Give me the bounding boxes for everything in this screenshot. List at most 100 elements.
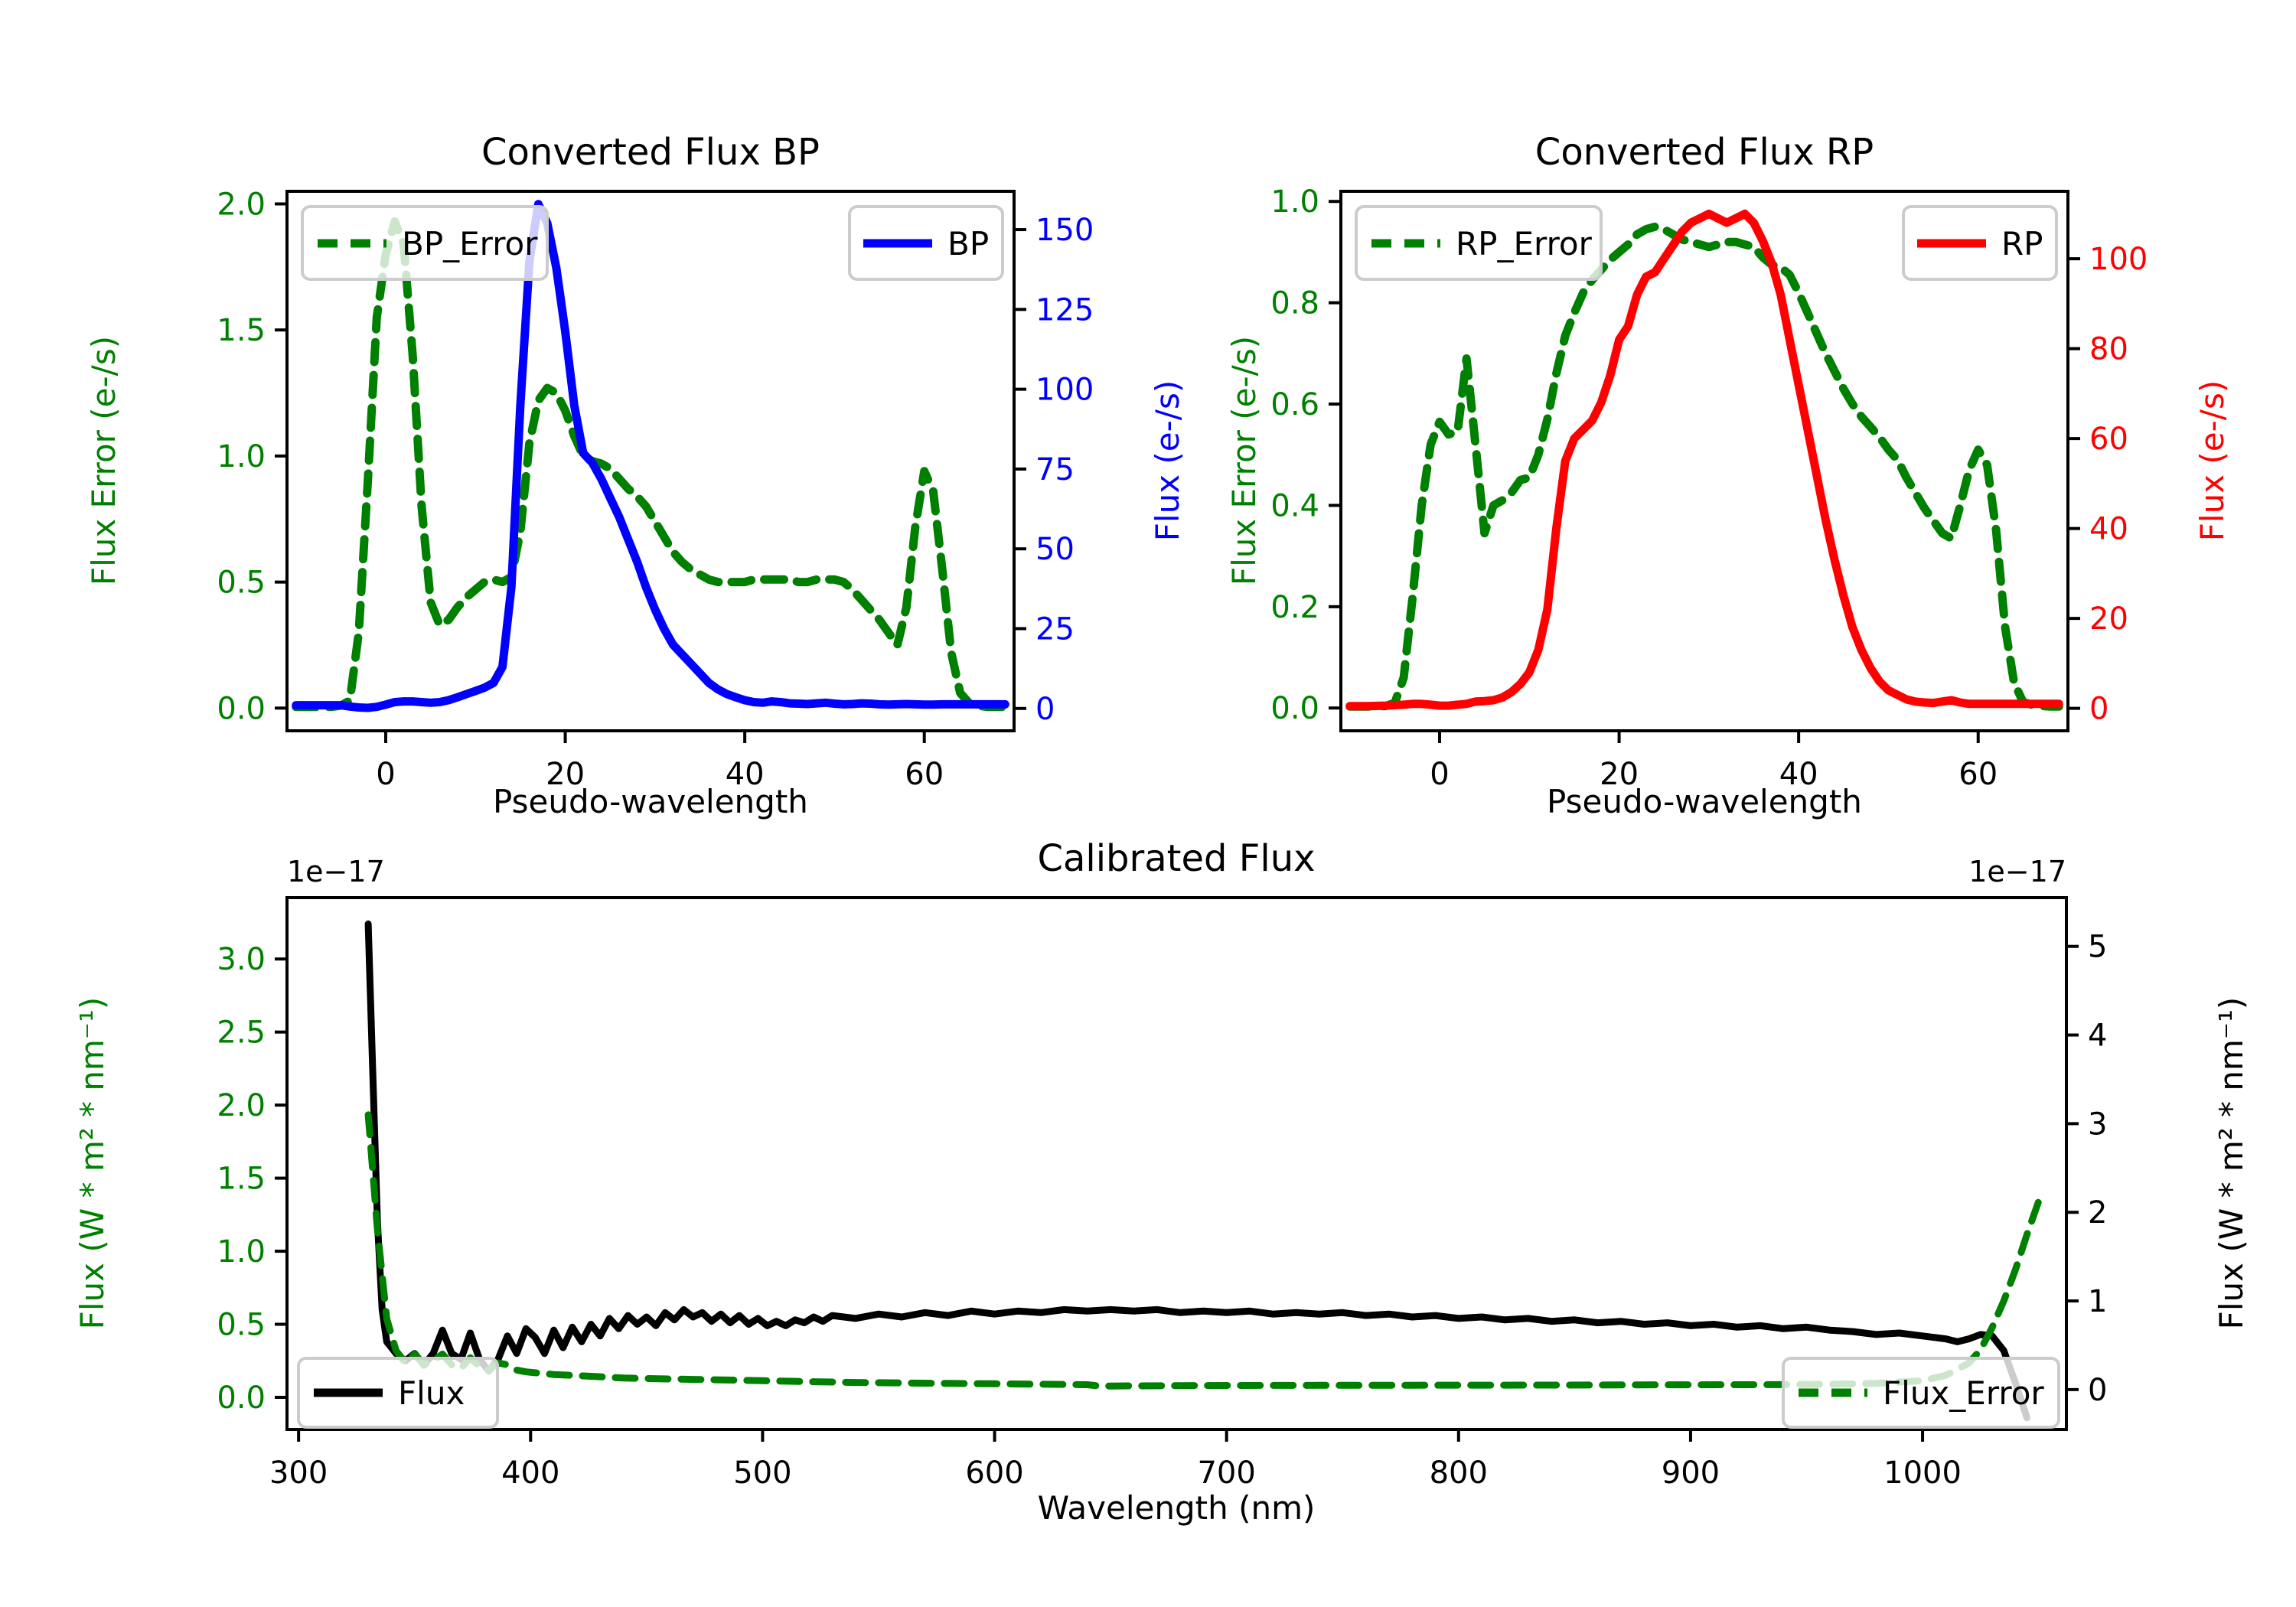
y-tick-label-right: 75: [1035, 452, 1075, 487]
calibrated-legend-error[interactable]: Flux_Error: [1782, 1357, 2060, 1429]
x-tick-label: 20: [546, 757, 585, 792]
y-tick-label-right: 5: [2088, 930, 2107, 965]
rp-legend-error-box[interactable]: [1355, 205, 1603, 281]
y-tick-label-right: 4: [2088, 1019, 2107, 1054]
series-rp: [1345, 209, 2063, 711]
bp-legend-error-label: BP_Error: [402, 225, 538, 262]
y-tick-label-left: 2.0: [217, 187, 266, 222]
bp-tick-marks: 0 20 40 60 0.0 0.5 1.0 1.5 2.0 0 25 50 75 100 125 150: [217, 187, 1094, 792]
calibrated-legend-flux[interactable]: Flux: [297, 1357, 499, 1429]
calibrated-left-axis-label: Flux (W * m² * nm⁻¹): [73, 997, 111, 1330]
y-tick-label-right: 50: [1035, 532, 1075, 567]
x-tick-label: 40: [1779, 757, 1818, 792]
calibrated-legend-error-box[interactable]: [1782, 1357, 2060, 1429]
y-tick-label-left: 1.5: [217, 313, 266, 348]
y-tick-label-left: 2.0: [217, 1088, 266, 1123]
calibrated-legend-flux-box[interactable]: [297, 1357, 499, 1429]
y-tick-label-right: 3: [2088, 1107, 2107, 1142]
y-tick-label-right: 20: [2089, 601, 2128, 637]
panel-calibrated-flux: Calibrated Flux 1e−17 1e−17 300 400 500 600…: [73, 837, 2250, 1527]
calibrated-right-offset-label: 1e−17: [1968, 855, 2066, 888]
y-tick-label-right: 125: [1035, 292, 1094, 328]
y-tick-label-left: 1.0: [1270, 184, 1319, 220]
series-rp_error: [1345, 222, 2063, 711]
rp-legend-rp-label: RP: [2001, 225, 2043, 262]
rp-legend-error-label: RP_Error: [1456, 225, 1593, 262]
y-tick-label-right: 1: [2088, 1284, 2107, 1319]
calibrated-legend-flux-label: Flux: [398, 1374, 465, 1412]
bp-legend-error[interactable]: BP_Error: [301, 205, 549, 281]
x-tick-label: 60: [1958, 757, 1998, 792]
y-tick-label-right: 0: [1035, 692, 1055, 727]
y-tick-label-left: 1.0: [217, 439, 266, 474]
x-tick-label: 800: [1430, 1455, 1488, 1491]
rp-x-axis-label: Pseudo-wavelength: [1547, 783, 1862, 820]
rp-axes-frame: [1339, 190, 2069, 732]
series-flux: [364, 920, 2030, 1422]
y-tick-label-right: 0: [2088, 1373, 2107, 1408]
series-bp_error: [292, 217, 1009, 712]
x-tick-label: 0: [1430, 757, 1449, 792]
y-tick-label-right: 2: [2088, 1195, 2107, 1231]
calibrated-left-offset-label: 1e−17: [287, 855, 385, 888]
x-tick-label: 1000: [1883, 1455, 1962, 1491]
rp-right-axis-label: Flux (e-/s): [2193, 380, 2231, 541]
rp-data-lines: [1345, 209, 2063, 711]
calibrated-title: Calibrated Flux: [1037, 837, 1315, 880]
x-tick-label: 40: [726, 757, 765, 792]
calibrated-tick-marks: 300 400 500 600 700 800 900 1000 0.0 0.5 1.0 1.5 2.0…: [217, 930, 2107, 1491]
y-tick-label-right: 25: [1035, 612, 1075, 647]
bp-legend-error-box[interactable]: [301, 205, 549, 281]
x-tick-label: 700: [1197, 1455, 1255, 1491]
y-tick-label-left: 0.4: [1270, 488, 1319, 523]
rp-legend-rp[interactable]: RP: [1902, 205, 2058, 281]
bp-legend-bp-label: BP: [947, 225, 989, 262]
y-tick-label-right: 40: [2089, 512, 2128, 547]
y-tick-label-left: 0.2: [1270, 590, 1319, 625]
y-tick-label-right: 100: [2089, 242, 2148, 277]
bp-right-axis-label: Flux (e-/s): [1149, 380, 1186, 541]
y-tick-label-left: 0.5: [217, 1308, 266, 1343]
y-tick-label-left: 0.5: [217, 566, 266, 601]
y-tick-label-right: 100: [1035, 373, 1094, 408]
y-tick-label-right: 150: [1035, 213, 1094, 248]
x-tick-label: 600: [965, 1455, 1023, 1491]
rp-legend-error[interactable]: RP_Error: [1355, 205, 1603, 281]
bp-axes-frame: [285, 190, 1016, 732]
y-tick-label-left: 0.0: [217, 1380, 266, 1416]
y-tick-label-left: 2.5: [217, 1015, 266, 1051]
x-tick-label: 500: [733, 1455, 791, 1491]
bp-left-axis-label: Flux Error (e-/s): [85, 336, 122, 585]
bp-data-lines: [292, 200, 1009, 712]
y-tick-label-left: 0.6: [1270, 387, 1319, 422]
x-tick-label: 400: [501, 1455, 559, 1491]
calibrated-right-axis-label: Flux (W * m² * nm⁻¹): [2213, 997, 2250, 1330]
y-tick-label-right: 60: [2089, 422, 2128, 457]
panel-converted-flux-bp: Converted Flux BP 0 20 40 60 0.0 0.5 1.0 1.5 2.0…: [85, 131, 1186, 820]
y-tick-label-left: 0.0: [217, 691, 266, 726]
calibrated-legend-error-label: Flux_Error: [1883, 1374, 2044, 1412]
y-tick-label-left: 1.0: [217, 1234, 266, 1270]
y-tick-label-left: 0.0: [1270, 691, 1319, 726]
y-tick-label-right: 80: [2089, 332, 2128, 367]
x-tick-label: 0: [376, 757, 395, 792]
x-tick-label: 900: [1662, 1455, 1720, 1491]
rp-tick-marks: 0 20 40 60 0.0 0.2 0.4 0.6 0.8 1.0 0 20 40 60 80 100: [1270, 184, 2148, 792]
panel-converted-flux-rp: Converted Flux RP 0 20 40 60 0.0 0.2 0.4 0.6 0.8…: [1225, 131, 2231, 820]
bp-legend-bp[interactable]: BP: [848, 205, 1004, 281]
series-bp: [292, 200, 1009, 712]
bp-title: Converted Flux BP: [481, 131, 820, 174]
rp-left-axis-label: Flux Error (e-/s): [1225, 336, 1263, 585]
x-tick-label: 60: [905, 757, 944, 792]
y-tick-label-left: 3.0: [217, 942, 266, 977]
y-tick-label-left: 0.8: [1270, 286, 1319, 321]
rp-title: Converted Flux RP: [1535, 131, 1874, 174]
calibrated-axes-frame: [285, 896, 2068, 1431]
bp-x-axis-label: Pseudo-wavelength: [493, 783, 808, 820]
calibrated-x-axis-label: Wavelength (nm): [1038, 1489, 1316, 1527]
y-tick-label-left: 1.5: [217, 1162, 266, 1197]
x-tick-label: 300: [269, 1455, 328, 1491]
y-tick-label-right: 0: [2089, 692, 2108, 727]
x-tick-label: 20: [1600, 757, 1639, 792]
